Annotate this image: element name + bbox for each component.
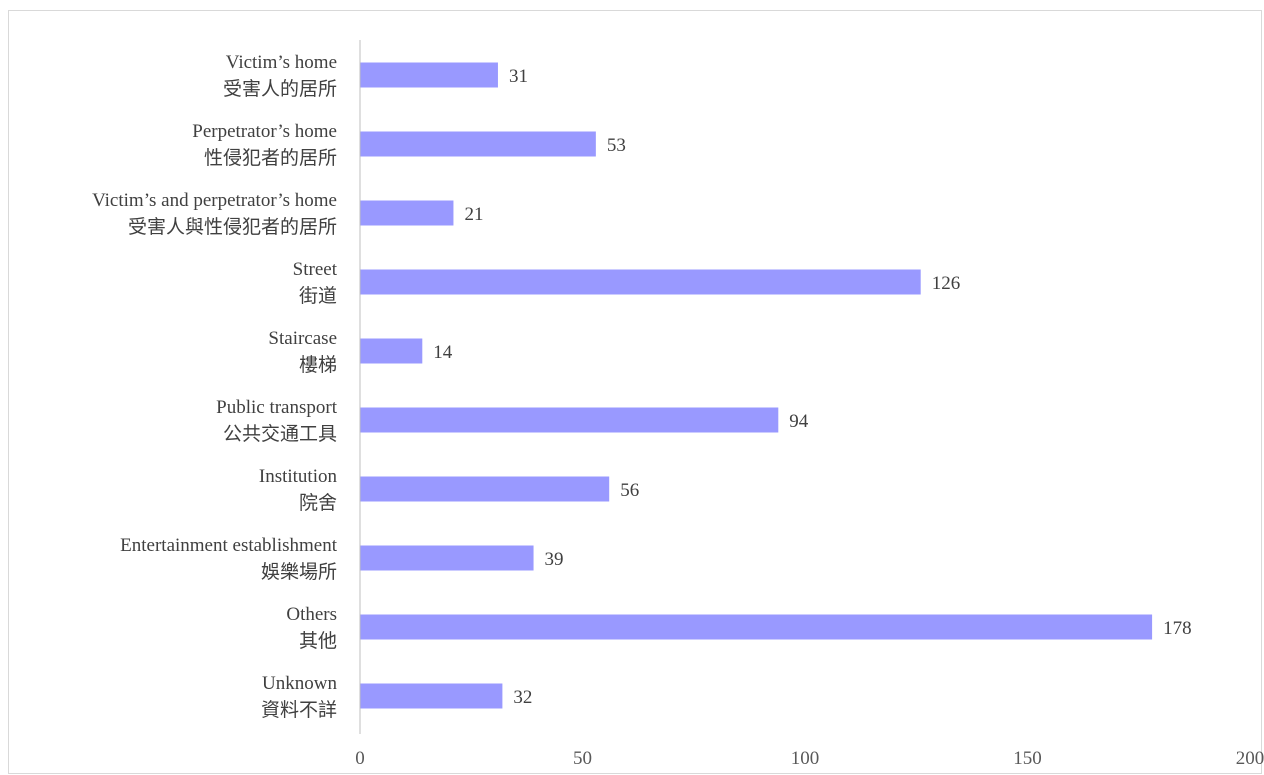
category-label-en: Street: [293, 259, 338, 280]
bar: [360, 476, 610, 502]
category-label-zh: 公共交通工具: [223, 423, 337, 445]
data-label: 178: [1163, 618, 1192, 639]
data-label: 53: [607, 135, 626, 156]
data-label: 14: [433, 342, 453, 363]
category-label-zh: 性侵犯者的居所: [204, 147, 337, 169]
data-label: 56: [620, 480, 639, 501]
category-label-en: Public transport: [216, 397, 338, 418]
bar: [360, 545, 534, 571]
category-label-en: Perpetrator’s home: [192, 121, 337, 142]
category-label-zh: 街道: [299, 285, 337, 307]
bar: [360, 614, 1153, 640]
bar: [360, 62, 498, 88]
bar: [360, 269, 921, 295]
category-label-en: Entertainment establishment: [120, 535, 338, 556]
x-tick-label: 50: [573, 748, 592, 769]
category-label-zh: 受害人與性侵犯者的居所: [128, 216, 337, 238]
x-tick-label: 0: [355, 748, 365, 769]
x-tick-label: 100: [791, 748, 820, 769]
category-label-en: Unknown: [262, 673, 337, 694]
bar: [360, 407, 779, 433]
category-label-zh: 院舍: [299, 492, 337, 514]
data-label: 126: [932, 273, 961, 294]
category-label-zh: 樓梯: [299, 354, 337, 376]
category-label-zh: 資料不詳: [261, 699, 337, 721]
data-label: 39: [545, 549, 564, 570]
category-label-en: Victim’s home: [226, 52, 337, 73]
category-label-zh: 其他: [299, 630, 337, 652]
category-label-en: Staircase: [268, 328, 337, 349]
category-label-en: Victim’s and perpetrator’s home: [92, 190, 337, 211]
data-label: 31: [509, 66, 528, 87]
data-label: 32: [513, 687, 532, 708]
category-label-en: Institution: [259, 466, 338, 487]
chart-frame: [8, 10, 1262, 774]
bar: [360, 338, 423, 364]
bar: [360, 200, 454, 226]
bar: [360, 131, 596, 157]
x-tick-label: 150: [1013, 748, 1042, 769]
data-label: 94: [789, 411, 809, 432]
data-label: 21: [464, 204, 483, 225]
category-label-en: Others: [286, 604, 337, 625]
x-tick-label: 200: [1236, 748, 1264, 769]
bar: [360, 683, 503, 709]
category-label-zh: 娛樂場所: [261, 561, 337, 583]
category-label-zh: 受害人的居所: [223, 78, 337, 100]
